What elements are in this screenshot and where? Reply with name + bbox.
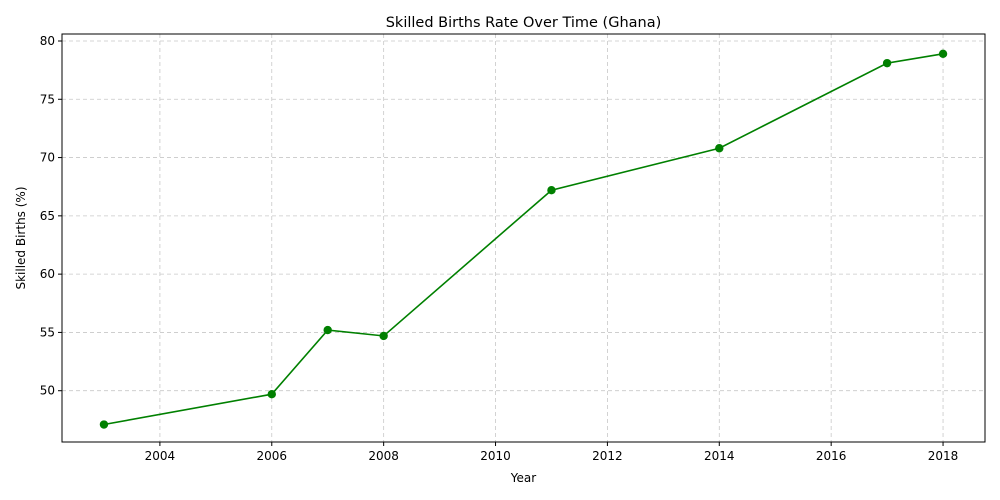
plot-area-frame	[61, 33, 986, 443]
data-point	[99, 420, 109, 429]
data-point	[547, 186, 556, 195]
y-axis-ticks: 50 55 60 65 70 75 80	[40, 34, 62, 398]
x-tick-label: 2010	[480, 449, 511, 463]
x-axis-label: Year	[510, 471, 536, 485]
data-point	[323, 325, 332, 335]
x-tick-label: 2008	[368, 449, 399, 463]
y-axis-label: Skilled Births (%)	[14, 186, 28, 289]
series-line-layer	[103, 53, 944, 426]
data-point	[379, 331, 388, 341]
x-axis-ticks: 2004 2006 2008 2010 2012 2014 2016 2018	[145, 442, 959, 463]
data-point	[938, 49, 948, 59]
x-tick-label: 2012	[592, 449, 623, 463]
data-point	[882, 58, 892, 68]
x-tick-label: 2006	[256, 449, 287, 463]
y-tick-label: 55	[40, 325, 55, 339]
grid	[62, 34, 985, 442]
x-tick-label: 2016	[816, 449, 847, 463]
data-point	[715, 144, 724, 153]
y-tick-label: 70	[40, 151, 55, 165]
y-tick-label: 75	[40, 92, 55, 106]
data-point	[267, 390, 276, 399]
x-tick-label: 2014	[704, 449, 735, 463]
y-tick-label: 65	[40, 209, 55, 223]
series-line	[103, 53, 944, 426]
y-tick-label: 60	[40, 267, 55, 281]
data-points	[99, 49, 948, 429]
y-tick-label: 50	[40, 384, 55, 398]
x-tick-label: 2018	[928, 449, 959, 463]
chart-title: Skilled Births Rate Over Time (Ghana)	[386, 15, 662, 31]
x-tick-label: 2004	[145, 449, 176, 463]
y-tick-label: 80	[40, 34, 55, 48]
